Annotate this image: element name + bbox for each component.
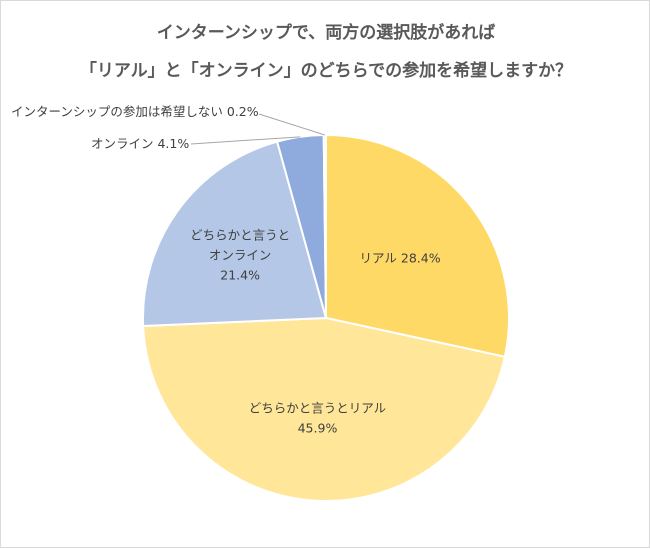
slice-4-leader-line [190, 136, 301, 145]
slice-5-leader-line [258, 113, 326, 136]
slice-3-label-line-1: どちらかと言うと [190, 228, 290, 243]
slice-3-label-line-2: オンライン [209, 248, 272, 263]
pie-slice-3 [142, 140, 328, 328]
chart-title-line-1: インターンシップで、両方の選択肢があれば [157, 22, 495, 43]
slice-4-label: オンライン 4.1% [91, 136, 189, 151]
pie-slice-1 [325, 133, 510, 358]
slice-5-label: インターンシップの参加は希望しない 0.2% [11, 104, 259, 119]
slice-2-label-line-1: どちらかと言うとリアル [249, 400, 386, 415]
slice-2-label-line-2: 45.9% [298, 420, 338, 435]
slice-3-label-line-3: 21.4% [220, 268, 260, 283]
slice-1-label-line-1: リアル 28.4% [360, 250, 441, 265]
chart-title-line-2: 「リアル」と「オンライン」のどちらでの参加を希望しますか？ [80, 60, 572, 81]
pie-slice-2 [142, 316, 507, 502]
